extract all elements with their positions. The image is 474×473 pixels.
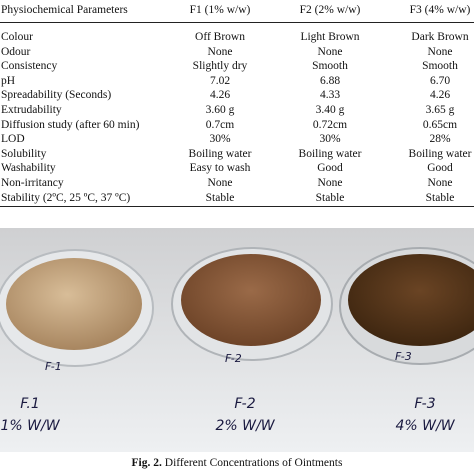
handwritten-label: F.1 — [20, 396, 40, 412]
table-row: Consistency Slightly dry Smooth Smooth — [0, 59, 474, 73]
caption-label: Fig. 2. — [131, 457, 162, 469]
value-cell: 4.26 — [429, 89, 451, 102]
value-cell: Boiling water — [408, 147, 472, 160]
handwritten-label: 4% W/W — [395, 418, 455, 434]
value-cell: 30% — [319, 133, 341, 146]
parameter-cell: pH — [1, 74, 16, 87]
dish-label: F-1 — [45, 360, 62, 373]
dish-1 — [0, 249, 154, 367]
parameter-cell: Extrudability — [1, 104, 62, 116]
table-row: Odour None None None — [0, 45, 474, 59]
value-cell: None — [427, 177, 453, 189]
value-cell: Stable — [205, 191, 235, 204]
value-cell: 4.26 — [209, 89, 231, 102]
caption-text: Different Concentrations of Ointments — [164, 457, 343, 469]
value-cell: Stable — [425, 191, 455, 204]
parameter-cell: Physiochemical Parameters — [1, 4, 128, 16]
value-cell: Off Brown — [195, 31, 245, 43]
handwritten-label: 2% W/W — [215, 418, 275, 434]
value-cell: 28% — [429, 133, 451, 146]
value-cell: Boiling water — [298, 147, 362, 160]
value-cell: 4.33 — [319, 89, 341, 102]
table-row: Diffusion study (after 60 min) 0.7cm 0.72c… — [0, 118, 474, 132]
value-cell: F1 (1% w/w) — [189, 4, 251, 16]
handwritten-label: F-3 — [414, 396, 435, 412]
parameter-cell: Diffusion study (after 60 min) — [1, 118, 140, 131]
value-cell: Slightly dry — [192, 60, 248, 73]
dish-label: F-2 — [225, 352, 242, 365]
value-cell: None — [427, 45, 453, 58]
value-cell: None — [317, 45, 343, 58]
value-cell: Easy to wash — [189, 162, 251, 175]
parameter-cell: Spreadability (Seconds) — [1, 89, 112, 102]
header-row: Physiochemical Parameters F1 (1% w/w) F2 (… — [0, 3, 474, 17]
table-row: Stability (2ºC, 25 ºC, 37 ºC) Stable Stabl… — [0, 191, 474, 205]
table-row: Colour Off Brown Light Brown Dark Brown — [0, 30, 474, 44]
parameter-cell: LOD — [1, 133, 25, 146]
value-cell: None — [207, 45, 233, 58]
value-cell: 6.70 — [429, 74, 451, 87]
value-cell: Smooth — [422, 60, 458, 73]
value-cell: None — [317, 177, 343, 189]
dish-label: F-3 — [395, 350, 412, 363]
value-cell: 3.60 g — [205, 104, 235, 116]
value-cell: Boiling water — [188, 147, 252, 160]
value-cell: Dark Brown — [411, 31, 469, 43]
bottom-rule — [0, 206, 474, 207]
parameter-cell: Odour — [1, 45, 31, 58]
value-cell: F2 (2% w/w) — [299, 4, 361, 16]
handwritten-label: F-2 — [234, 396, 255, 412]
value-cell: 0.65cm — [422, 118, 458, 131]
table-row: Solubility Boiling water Boiling water Boil… — [0, 147, 474, 161]
parameter-cell: Consistency — [1, 60, 58, 73]
dish-2 — [171, 247, 333, 361]
parameter-cell: Washability — [1, 162, 56, 175]
value-cell: 6.88 — [319, 74, 341, 87]
value-cell: 0.72cm — [312, 118, 348, 131]
dish-3 — [339, 247, 474, 365]
table: Physiochemical Parameters F1 (1% w/w) F2 (… — [0, 0, 474, 210]
caption: Fig. 2. Different Concentrations of Oint… — [0, 457, 474, 469]
table-row: Washability Easy to wash Good Good — [0, 161, 474, 175]
parameter-cell: Colour — [1, 31, 33, 43]
parameter-cell: Solubility — [1, 147, 47, 160]
value-cell: None — [207, 177, 233, 189]
value-cell: F3 (4% w/w) — [409, 4, 471, 16]
photo: F-1 F-2 F-3 F.1 1% W/W F-2 2% W/W F-3 4% W/W — [0, 228, 474, 452]
value-cell: 3.65 g — [425, 104, 455, 116]
parameter-cell: Stability (2ºC, 25 ºC, 37 ºC) — [1, 191, 131, 204]
value-cell: Smooth — [312, 60, 348, 73]
value-cell: Good — [317, 162, 343, 175]
value-cell: Stable — [315, 191, 345, 204]
value-cell: 0.7cm — [205, 118, 235, 131]
value-cell: 3.40 g — [315, 104, 345, 116]
handwritten-label: 1% W/W — [0, 418, 60, 434]
table-row: pH 7.02 6.88 6.70 — [0, 74, 474, 88]
value-cell: Good — [427, 162, 453, 175]
value-cell: Light Brown — [300, 31, 360, 43]
header-rule — [0, 22, 474, 23]
table-row: Spreadability (Seconds) 4.26 4.33 4.26 — [0, 88, 474, 102]
value-cell: 7.02 — [209, 74, 231, 87]
value-cell: 30% — [209, 133, 231, 146]
table-row: Extrudability 3.60 g 3.40 g 3.65 g — [0, 103, 474, 117]
table-row: Non-irritancy None None None — [0, 176, 474, 190]
parameter-cell: Non-irritancy — [1, 177, 64, 189]
table-row: LOD 30% 30% 28% — [0, 132, 474, 146]
